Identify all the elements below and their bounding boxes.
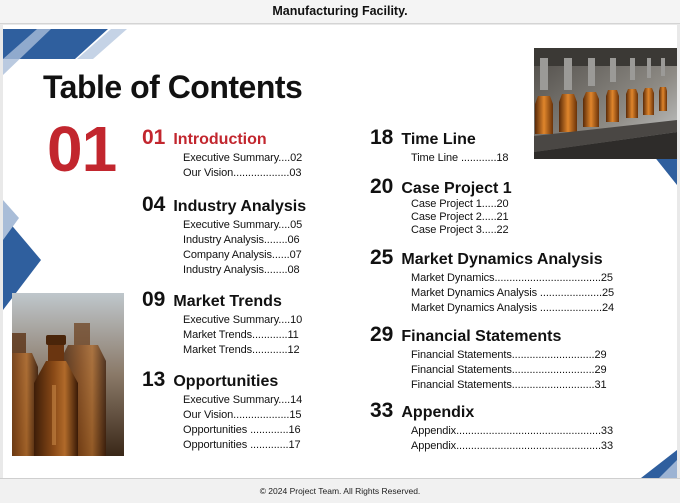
- document-page: Table of Contents 01: [3, 25, 677, 478]
- toc-section-market-trends[interactable]: 09 Market Trends Executive Summary....10…: [142, 289, 302, 358]
- toc-entry[interactable]: Executive Summary....10: [183, 314, 303, 326]
- toc-entry[interactable]: Our Vision...................15: [183, 409, 302, 421]
- section-title: Industry Analysis: [173, 198, 307, 215]
- section-number: 18: [370, 126, 394, 149]
- toc-section-case-project[interactable]: 20 Case Project 1 Case Project 1.....20 …: [370, 176, 512, 237]
- top-strip: Manufacturing Facility.: [0, 0, 680, 24]
- toc-entry[interactable]: Industry Analysis........06: [183, 234, 300, 246]
- copyright-text: © 2024 Project Team. All Rights Reserved…: [259, 486, 421, 496]
- section-title: Appendix: [401, 404, 475, 421]
- toc-entry[interactable]: Executive Summary....14: [183, 394, 303, 406]
- toc-entry[interactable]: Appendix................................…: [411, 440, 613, 452]
- corner-decoration-top-left: [3, 29, 127, 75]
- toc-entry[interactable]: Appendix................................…: [411, 425, 613, 437]
- section-number: 09: [142, 288, 166, 311]
- side-decoration-left: [3, 200, 41, 310]
- section-number: 01: [142, 126, 166, 149]
- section-number: 04: [142, 193, 166, 216]
- section-number: 13: [142, 368, 166, 391]
- section-number: 29: [370, 323, 394, 346]
- toc-section-market-dynamics-analysis[interactable]: 25 Market Dynamics Analysis Market Dynam…: [370, 247, 614, 316]
- toc-entry[interactable]: Case Project 2.....21: [411, 211, 509, 223]
- toc-entry[interactable]: Opportunities .............17: [183, 439, 301, 451]
- toc-entry[interactable]: Industry Analysis........08: [183, 264, 300, 276]
- toc-section-opportunities[interactable]: 13 Opportunities Executive Summary....14…: [142, 369, 302, 453]
- toc-entry[interactable]: Opportunities .............16: [183, 424, 301, 436]
- toc-section-appendix[interactable]: 33 Appendix Appendix....................…: [370, 400, 613, 454]
- section-title: Market Trends: [173, 293, 282, 310]
- footer: © 2024 Project Team. All Rights Reserved…: [0, 478, 680, 503]
- toc-entry[interactable]: Case Project 3.....22: [411, 224, 509, 236]
- toc-entry[interactable]: Financial Statements....................…: [411, 379, 607, 391]
- toc-entry[interactable]: Market Dynamics.........................…: [411, 272, 613, 284]
- section-title: Market Dynamics Analysis: [401, 251, 603, 268]
- toc-entry[interactable]: Case Project 1.....20: [411, 198, 509, 210]
- toc-entry[interactable]: Market Dynamics Analysis ...............…: [411, 287, 615, 299]
- side-decoration-right: [653, 155, 677, 185]
- toc-section-industry-analysis[interactable]: 04 Industry Analysis Executive Summary..…: [142, 194, 306, 278]
- toc-section-financial-statements[interactable]: 29 Financial Statements Financial Statem…: [370, 324, 607, 393]
- section-title: Introduction: [173, 131, 267, 148]
- page-title: Table of Contents: [43, 69, 303, 105]
- section-title: Time Line: [401, 131, 476, 148]
- toc-entry[interactable]: Market Trends............11: [183, 329, 299, 341]
- section-title: Case Project 1: [401, 180, 512, 197]
- corner-decoration-bottom-right: [641, 450, 677, 478]
- toc-section-introduction[interactable]: 01 Introduction Executive Summary....02 …: [142, 127, 302, 181]
- bottling-line-photo: [534, 48, 677, 159]
- toc-entry[interactable]: Executive Summary....02: [183, 152, 303, 164]
- header-text: Manufacturing Facility.: [272, 4, 408, 18]
- toc-entry[interactable]: Financial Statements....................…: [411, 349, 607, 361]
- toc-entry[interactable]: Market Trends............12: [183, 344, 300, 356]
- section-number: 33: [370, 399, 394, 422]
- section-number: 25: [370, 246, 394, 269]
- section-title: Financial Statements: [401, 328, 562, 345]
- big-section-number: 01: [47, 113, 117, 185]
- toc-entry[interactable]: Executive Summary....05: [183, 219, 303, 231]
- toc-section-time-line[interactable]: 18 Time Line Time Line ............18: [370, 126, 509, 166]
- toc-entry[interactable]: Time Line ............18: [411, 152, 509, 164]
- section-title: Opportunities: [173, 373, 279, 390]
- toc-entry[interactable]: Market Dynamics Analysis ...............…: [411, 302, 615, 314]
- toc-entry[interactable]: Financial Statements....................…: [411, 364, 607, 376]
- section-number: 20: [370, 175, 394, 198]
- toc-entry[interactable]: Company Analysis......07: [183, 249, 302, 261]
- toc-entry[interactable]: Our Vision...................03: [183, 167, 302, 179]
- amber-bottles-photo: [12, 293, 124, 456]
